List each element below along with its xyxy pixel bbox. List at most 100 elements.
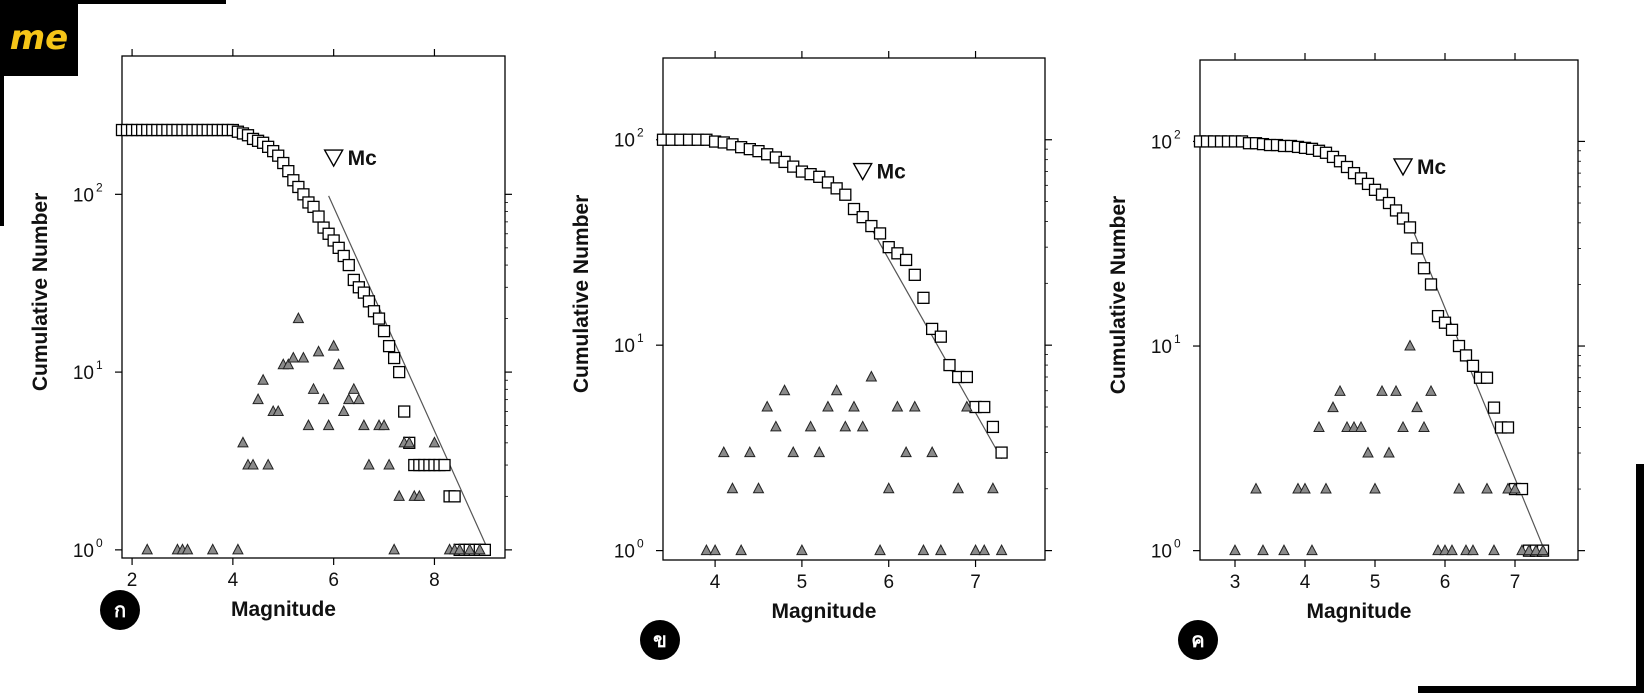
square-point	[830, 182, 843, 195]
triangle-point	[1383, 446, 1395, 458]
triangle-point	[282, 358, 295, 370]
triangle-point	[1355, 420, 1367, 432]
y-tick-label: 10	[73, 363, 94, 384]
x-tick-label: 7	[970, 572, 981, 593]
frame-right-bar	[1636, 464, 1644, 693]
y-tick-exponent: 2	[1174, 127, 1181, 141]
square-point	[925, 322, 939, 336]
triangle-point	[882, 482, 895, 494]
triangle-point	[1404, 339, 1416, 351]
y-tick-exponent: 1	[96, 358, 103, 372]
square-point	[1410, 242, 1424, 255]
y-tick-label: 10	[73, 541, 94, 562]
square-point	[312, 210, 325, 223]
square-point	[917, 291, 930, 304]
x-tick-label: 4	[710, 572, 721, 593]
square-point	[438, 458, 451, 472]
x-tick-label: 2	[127, 570, 138, 591]
square-point	[1403, 221, 1417, 234]
square-point	[1417, 262, 1431, 275]
triangle-point	[961, 400, 973, 412]
triangle-point	[796, 544, 808, 556]
square-point	[899, 253, 913, 267]
x-axis-label: Magnitude	[231, 598, 336, 621]
triangle-point	[761, 400, 774, 412]
y-tick-label: 10	[1151, 132, 1172, 153]
mc-marker	[323, 149, 344, 168]
y-axis-label: Cumulative Number	[570, 195, 593, 393]
panel-badge-c: ค	[1178, 620, 1218, 660]
triangle-point	[413, 489, 426, 501]
square-point	[448, 490, 461, 503]
triangle-point	[900, 446, 912, 458]
triangle-point	[1446, 544, 1458, 556]
triangle-point	[952, 482, 965, 494]
triangle-point	[1460, 544, 1472, 556]
triangle-point	[1502, 482, 1514, 494]
square-point	[839, 188, 852, 201]
triangle-point	[378, 419, 390, 431]
triangle-point	[327, 339, 340, 351]
triangle-point	[388, 543, 400, 555]
square-point	[382, 339, 396, 353]
square-point	[960, 370, 974, 384]
triangle-point	[1313, 420, 1325, 432]
triangle-point	[700, 544, 713, 556]
triangle-point	[307, 382, 320, 394]
triangle-point	[752, 482, 765, 494]
square-point	[372, 312, 386, 325]
square-point	[1389, 204, 1403, 217]
y-tick-exponent: 2	[96, 180, 103, 194]
mc-marker	[1392, 158, 1414, 177]
mc-label: Mc	[877, 161, 906, 184]
y-tick-exponent: 1	[637, 331, 644, 345]
triangle-point	[978, 544, 991, 556]
plot-frame-1	[662, 57, 1046, 561]
x-tick-label: 5	[797, 572, 808, 593]
x-axis-label: Magnitude	[1307, 600, 1412, 623]
triangle-point	[347, 382, 360, 394]
square-point	[1424, 278, 1438, 291]
triangle-point	[726, 482, 739, 494]
y-tick-label: 10	[73, 185, 94, 206]
x-tick-label: 6	[1440, 572, 1451, 593]
triangle-point	[1250, 482, 1262, 494]
triangle-point	[1341, 420, 1353, 432]
frame-bottom-bar	[1418, 686, 1644, 693]
triangle-point	[332, 358, 345, 370]
square-point	[986, 420, 1000, 434]
logo-text: me	[9, 18, 69, 58]
mc-label: Mc	[1417, 156, 1446, 179]
triangle-point	[1376, 384, 1388, 396]
triangle-point	[1348, 420, 1360, 432]
y-tick-exponent: 1	[1174, 332, 1181, 346]
x-tick-label: 3	[1230, 572, 1241, 593]
x-tick-label: 4	[228, 570, 239, 591]
square-point	[1445, 323, 1459, 336]
plot-frame-2	[1199, 59, 1579, 561]
gr-fit-line	[328, 195, 491, 555]
square-point	[1382, 196, 1396, 210]
triangle-point	[428, 436, 441, 448]
square-point	[943, 358, 956, 372]
triangle-point	[717, 446, 730, 458]
triangle-point	[1411, 401, 1423, 413]
triangle-point	[1390, 384, 1402, 396]
panel-badge-a: ก	[100, 590, 140, 630]
triangle-point	[743, 446, 756, 458]
square-point	[1501, 421, 1515, 434]
triangle-point	[848, 400, 860, 412]
triangle-point	[1327, 401, 1339, 413]
frame-top-bar	[0, 0, 226, 4]
triangle-point	[926, 446, 938, 458]
triangle-point	[1481, 482, 1493, 494]
square-point	[1459, 349, 1473, 362]
triangle-point	[1229, 544, 1241, 556]
triangle-point	[822, 400, 834, 412]
gr-fit-line	[1409, 222, 1548, 556]
frame-left-bar	[0, 76, 4, 226]
triangle-point	[237, 436, 249, 448]
triangle-point	[1278, 544, 1290, 556]
square-point	[1452, 339, 1466, 353]
